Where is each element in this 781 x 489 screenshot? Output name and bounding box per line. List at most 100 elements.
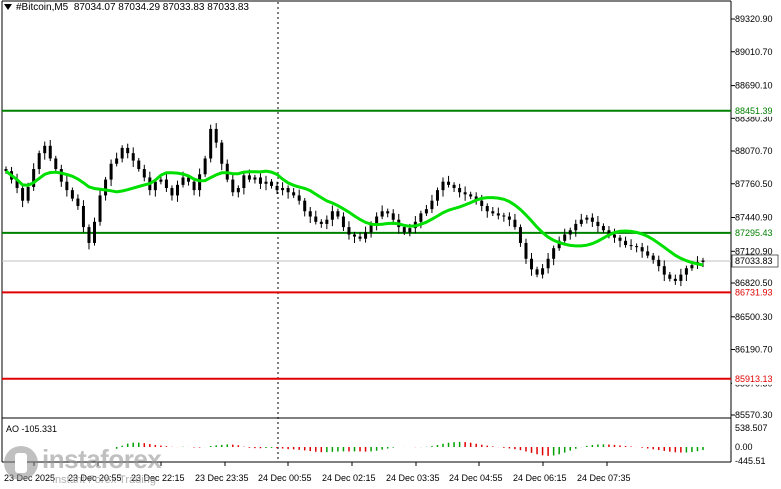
candle-body [120,147,124,159]
instaforex-logo-icon [4,446,38,480]
candle-body [325,219,329,224]
candle-body [463,192,467,195]
candle-body [104,179,108,196]
symbol-header: #Bitcoin,M5 87034.07 87034.29 87033.83 8… [4,2,249,13]
candle-body [281,188,285,191]
candle-body [37,153,41,170]
candle-body [319,221,323,224]
candle-body [485,205,489,212]
time-tick-label: 23 Dec 2025 [4,473,55,483]
candle-body [48,145,52,159]
moving-average-line [5,169,704,267]
time-tick-label: 23 Dec 23:35 [195,473,249,483]
price-tick-label: 87440.90 [735,212,773,222]
candle-body [297,195,301,201]
time-tick-label: 24 Dec 00:55 [258,473,312,483]
candle-body [552,248,556,259]
time-tick-label: 24 Dec 06:15 [513,473,567,483]
candle-body [253,177,257,180]
level-tag [732,286,778,299]
candle-body [673,278,677,281]
candle-body [159,179,163,182]
candle-body [214,128,218,143]
candle-body [546,258,550,269]
candle-body [424,209,428,214]
candle-body [175,184,179,196]
candle-body [308,211,312,217]
candle-body [65,181,69,191]
candle-body [635,246,639,248]
price-tick-label: 87120.90 [735,246,773,256]
time-axis: 23 Dec 2025 23 Dec 20:55 23 Dec 22:15 23 De… [4,462,631,483]
candle-body [568,230,572,235]
candle-body [386,211,390,214]
ao-axis-zero: 0.00 [735,442,753,452]
ao-histogram [115,441,704,456]
current-price-label: 87033.83 [735,256,773,266]
candle-body [303,200,307,212]
candle-body [314,216,318,222]
candle-body [242,175,246,189]
level-label: 87295.43 [735,228,773,238]
candle-body [358,236,362,239]
candle-body [624,240,628,246]
price-tick-label: 86190.70 [735,344,773,354]
level-label: 85913.13 [735,374,773,384]
candle-body [391,213,395,220]
candle-body [662,266,666,275]
candle-body [364,232,368,239]
candle-body [435,190,439,201]
candle-body [541,268,545,275]
candle-body [518,227,522,243]
candle-body [264,181,268,184]
candle-body [657,259,661,267]
candle-body [258,177,262,184]
price-tick-label: 86820.50 [735,278,773,288]
candle-body [203,158,207,175]
candle-body [15,179,19,189]
candle-body [585,217,589,220]
candle-body [601,226,605,231]
price-tick-label: 88070.70 [735,146,773,156]
candle-body [137,160,141,170]
time-tick-label: 23 Dec 22:15 [131,473,185,483]
candle-body [668,274,672,279]
candle-body [651,255,655,260]
candle-body [115,158,119,164]
candle-body [59,169,63,182]
candle-body [458,188,462,193]
candle-body [447,181,451,185]
candle-body [690,265,694,269]
candle-body [26,186,30,201]
price-tick-label: 89010.70 [735,47,773,57]
time-tick-label: 23 Dec 20:55 [68,473,122,483]
candle-body [679,274,683,281]
candle-body [164,179,168,189]
level-tag [732,372,778,385]
candle-body [187,177,191,182]
candle-body [347,227,351,235]
time-tick-label: 24 Dec 03:35 [386,473,440,483]
dropdown-triangle-icon[interactable] [4,4,12,11]
candle-body [275,185,279,191]
watermark-logo: instaforex Instant Forex Trading [4,444,194,486]
candle-body [231,179,235,193]
candle-body [336,211,340,217]
candle-body [430,200,434,210]
candle-body [640,247,644,252]
candle-body [181,177,185,185]
candle-body [369,223,373,233]
price-tick-label: 89320.90 [735,14,773,24]
candle-body [270,181,274,186]
candle-body [353,234,356,237]
candle-body [126,147,130,154]
candle-body [408,228,412,233]
candle-body [32,169,36,187]
price-tick-label: 86500.30 [735,312,773,322]
candle-body [612,234,616,238]
candle-body [491,211,495,214]
candle-body [513,219,517,228]
candle-body [441,181,445,191]
candle-body [76,198,80,206]
